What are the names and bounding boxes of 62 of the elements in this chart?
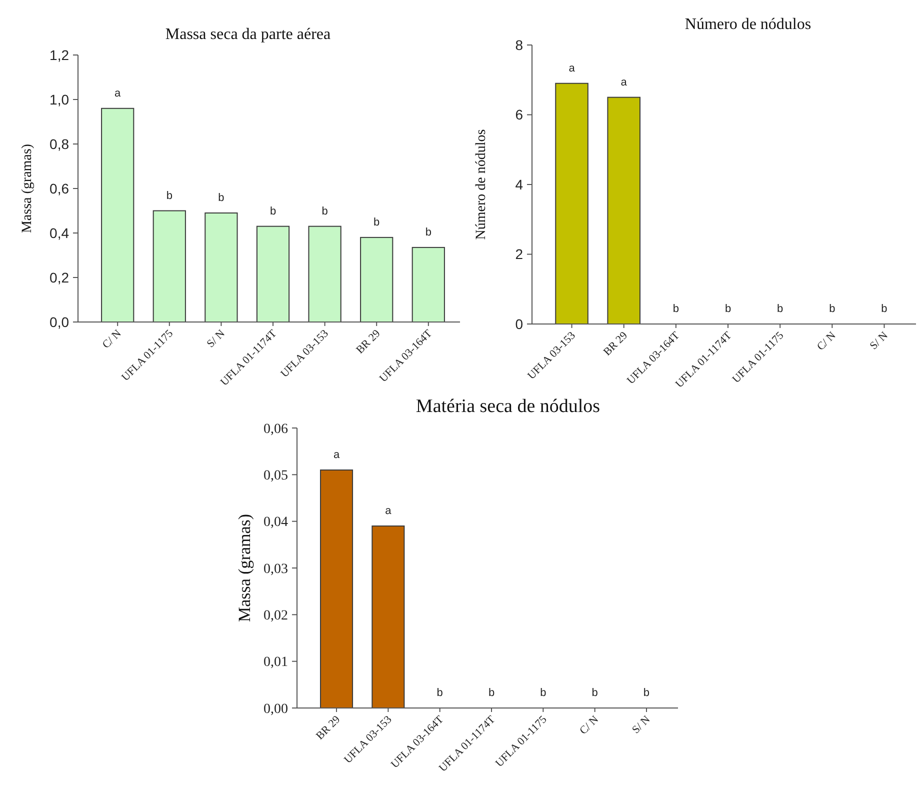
x-tick-label: C/ N [100, 328, 124, 352]
data-label: b [643, 687, 650, 699]
data-label: b [829, 303, 836, 315]
data-label: b [270, 205, 276, 218]
data-label: b [777, 303, 784, 315]
chart-title: Matéria seca de nódulos [416, 396, 600, 417]
chart-title: Número de nódulos [684, 16, 812, 33]
y-tick-label: 0,02 [264, 608, 288, 624]
y-tick-label: 0,2 [50, 269, 70, 286]
data-label: b [218, 192, 224, 204]
chart-title: Massa seca da parte aérea [165, 26, 331, 43]
y-tick-label: 6 [515, 106, 524, 123]
y-tick-label: 4 [515, 176, 524, 192]
data-label: b [436, 687, 443, 699]
bar [152, 210, 186, 322]
data-label: a [620, 76, 628, 88]
y-tick-label: 0,06 [264, 422, 288, 437]
y-tick-label: 8 [515, 36, 524, 53]
data-label: b [322, 205, 328, 218]
bar [101, 108, 134, 322]
data-label: a [114, 87, 122, 100]
data-label: a [385, 505, 392, 517]
y-tick-label: 0,00 [264, 702, 288, 717]
y-axis-title: Massa (gramas) [235, 514, 254, 622]
y-tick-label: 2 [515, 246, 524, 262]
y-tick-label: 0,04 [264, 515, 288, 530]
x-tick-label: C/ N [814, 330, 838, 354]
data-label: b [425, 226, 432, 238]
data-label: b [592, 687, 598, 699]
data-label: b [166, 190, 172, 202]
x-tick-label: BR 29 [354, 327, 384, 356]
y-axis-title: Número de nódulos [474, 129, 489, 240]
data-label: b [488, 687, 495, 699]
bar [256, 226, 290, 322]
y-tick-label: 0,8 [50, 136, 70, 152]
data-label: a [568, 62, 576, 74]
y-tick-label: 0,0 [50, 314, 70, 330]
data-label: b [881, 303, 888, 315]
bar [360, 236, 394, 322]
x-tick-label: S/ N [630, 714, 653, 736]
bar [204, 212, 238, 322]
data-label: b [672, 303, 679, 315]
x-tick-label: C/ N [578, 714, 601, 738]
y-tick-label: 0 [515, 316, 524, 332]
y-tick-label: 1,0 [50, 91, 70, 108]
y-tick-label: 0,6 [50, 180, 70, 196]
y-tick-label: 0,01 [264, 655, 288, 670]
x-tick-label: S/ N [868, 330, 890, 352]
data-label: b [374, 216, 380, 228]
data-label: a [333, 449, 340, 461]
x-tick-label: S/ N [204, 328, 228, 350]
y-tick-label: 0,4 [50, 224, 70, 241]
y-tick-label: 1,2 [50, 46, 70, 63]
data-label: b [540, 687, 546, 699]
y-axis-title: Massa (gramas) [20, 144, 35, 234]
y-tick-label: 0,05 [264, 468, 288, 484]
bar [308, 226, 342, 322]
y-tick-label: 0,03 [264, 562, 288, 577]
bar [412, 246, 445, 322]
data-label: b [724, 303, 732, 315]
x-tick-label: BR 29 [601, 329, 630, 358]
x-tick-label: BR 29 [314, 713, 343, 742]
